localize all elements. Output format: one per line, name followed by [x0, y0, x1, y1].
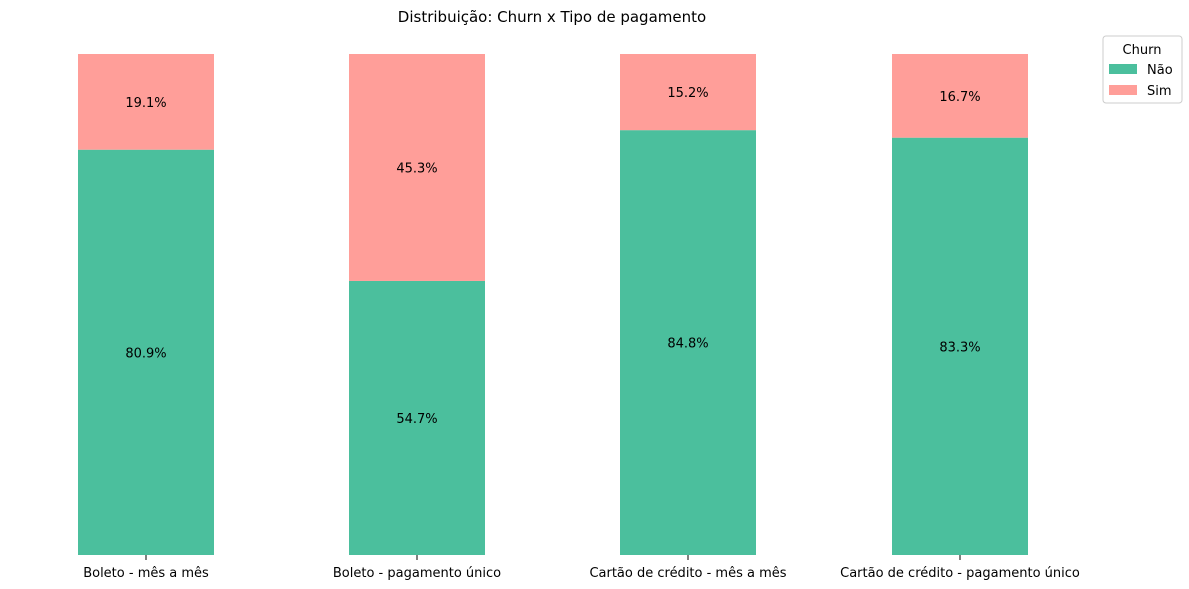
bar-nao-0: [78, 149, 214, 556]
chart-title: Distribuição: Churn x Tipo de pagamento: [398, 8, 706, 26]
legend-swatch-nao: [1109, 64, 1137, 74]
bar-sim-2: [620, 54, 756, 131]
bar-sim-3: [892, 54, 1028, 138]
legend: Churn Não Sim: [1102, 35, 1183, 104]
data-label-sim-0: 19.1%: [125, 96, 166, 111]
bar-nao-1: [349, 280, 485, 555]
data-label-nao-3: 83.3%: [939, 340, 980, 355]
bar-nao-3: [892, 137, 1028, 556]
data-label-nao-2: 84.8%: [667, 337, 708, 352]
bar-sim-1: [349, 54, 485, 281]
legend-label-nao: Não: [1147, 63, 1173, 78]
legend-label-sim: Sim: [1147, 84, 1172, 99]
plot-area: 80.9% 19.1% 54.7% 45.3% 84.8% 15.2% 83.3% 16.7%: [78, 54, 1028, 556]
data-label-sim-3: 16.7%: [939, 90, 980, 105]
x-tick-label-2: Cartão de crédito - mês a mês: [589, 566, 786, 581]
data-label-nao-0: 80.9%: [125, 346, 166, 361]
data-label-sim-1: 45.3%: [396, 161, 437, 176]
data-label-nao-1: 54.7%: [396, 412, 437, 427]
legend-title: Churn: [1123, 43, 1162, 58]
data-label-sim-2: 15.2%: [667, 86, 708, 101]
bar-sim-0: [78, 54, 214, 150]
x-tick-label-0: Boleto - mês a mês: [83, 566, 209, 581]
x-axis: Boleto - mês a mês Boleto - pagamento úni…: [83, 555, 1080, 581]
bar-nao-2: [620, 130, 756, 556]
x-tick-label-1: Boleto - pagamento único: [333, 566, 501, 581]
x-tick-label-3: Cartão de crédito - pagamento único: [840, 566, 1080, 581]
legend-swatch-sim: [1109, 85, 1137, 95]
